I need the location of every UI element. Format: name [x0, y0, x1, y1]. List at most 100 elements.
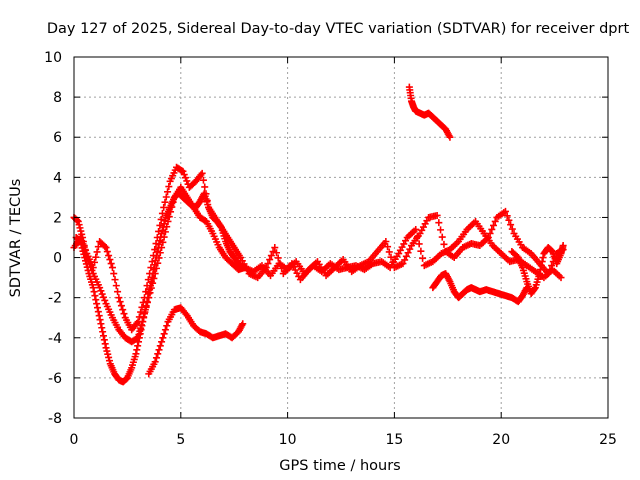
data-point: [82, 257, 90, 265]
data-point: [100, 336, 108, 344]
data-point: [140, 314, 148, 322]
y-tick-label: 2: [53, 210, 62, 226]
data-point: [90, 288, 98, 296]
data-point: [401, 256, 409, 264]
data-point: [135, 334, 143, 342]
data-point: [531, 285, 539, 293]
data-point: [157, 233, 165, 241]
data-point: [79, 247, 87, 255]
data-point: [137, 308, 145, 316]
data-point: [158, 229, 166, 237]
data-point: [419, 254, 427, 262]
data-point: [162, 193, 170, 201]
x-tick-label: 20: [492, 432, 510, 448]
data-point: [93, 304, 101, 312]
data-point: [105, 252, 113, 260]
data-point: [435, 219, 443, 227]
x-tick-label: 15: [385, 432, 403, 448]
data-point: [112, 282, 120, 290]
data-point: [160, 330, 168, 338]
data-point: [266, 256, 274, 264]
data-point: [557, 274, 565, 282]
data-point: [76, 237, 84, 245]
data-point: [140, 310, 148, 318]
data-point: [163, 322, 171, 330]
data-point: [161, 326, 169, 334]
data-point: [417, 247, 425, 255]
data-point: [539, 254, 547, 262]
data-point: [484, 234, 492, 241]
data-point: [142, 302, 150, 310]
data-point: [536, 270, 544, 278]
y-tick-label: -8: [48, 411, 62, 427]
data-point: [138, 322, 146, 330]
data-point: [75, 221, 83, 229]
data-point: [537, 266, 545, 274]
data-point: [101, 242, 109, 250]
y-tick-label: 10: [44, 50, 62, 66]
data-point: [92, 296, 100, 304]
data-point: [276, 259, 284, 267]
data-point: [105, 357, 113, 365]
data-point: [119, 306, 127, 314]
data-point: [146, 282, 154, 290]
y-tick-label: -2: [48, 291, 62, 307]
data-point: [271, 244, 279, 252]
data-point: [94, 308, 102, 316]
data-point: [385, 248, 393, 256]
series-track-7: [508, 242, 567, 298]
series-track-5: [405, 83, 454, 141]
data-point: [74, 217, 82, 225]
data-point: [102, 344, 110, 352]
data-point: [81, 254, 89, 262]
data-point: [133, 346, 141, 354]
data-point: [406, 245, 414, 253]
data-point: [156, 237, 164, 245]
data-point: [537, 262, 545, 270]
data-point: [160, 220, 168, 228]
data-point: [132, 350, 140, 358]
data-point: [161, 198, 169, 206]
data-point: [101, 340, 109, 348]
y-axis-label: SDTVAR / TECUs: [8, 179, 24, 298]
data-point: [508, 225, 516, 233]
data-point: [488, 225, 496, 233]
series-track-6: [429, 270, 531, 306]
data-point: [139, 318, 147, 326]
data-point: [91, 292, 99, 300]
data-point: [135, 313, 143, 321]
data-point: [152, 256, 160, 264]
x-tick-label: 5: [176, 432, 185, 448]
data-point: [399, 260, 407, 268]
data-point: [82, 260, 90, 268]
series-track-4: [145, 304, 247, 378]
data-point: [274, 254, 282, 262]
data-point: [93, 300, 101, 308]
data-point: [239, 264, 247, 272]
data-point: [505, 216, 513, 224]
data-point: [238, 263, 246, 271]
x-axis-label: GPS time / hours: [279, 458, 400, 474]
x-tick-label: 10: [279, 432, 297, 448]
data-point: [91, 258, 99, 266]
data-point: [104, 350, 112, 358]
data-point: [114, 288, 122, 296]
data-point: [382, 238, 390, 246]
data-point: [544, 270, 552, 278]
data-point: [76, 224, 84, 232]
data-point: [101, 296, 109, 304]
data-point: [83, 263, 91, 271]
data-point: [161, 217, 169, 225]
data-point: [412, 225, 420, 233]
data-point: [76, 238, 84, 246]
data-point: [147, 278, 155, 286]
data-point: [116, 298, 124, 306]
data-point: [94, 243, 102, 251]
data-point: [179, 167, 187, 175]
data-point: [151, 261, 159, 269]
plot-frame: [73, 56, 609, 419]
data-point: [98, 290, 106, 298]
data-point: [156, 342, 164, 350]
data-point: [239, 320, 247, 328]
